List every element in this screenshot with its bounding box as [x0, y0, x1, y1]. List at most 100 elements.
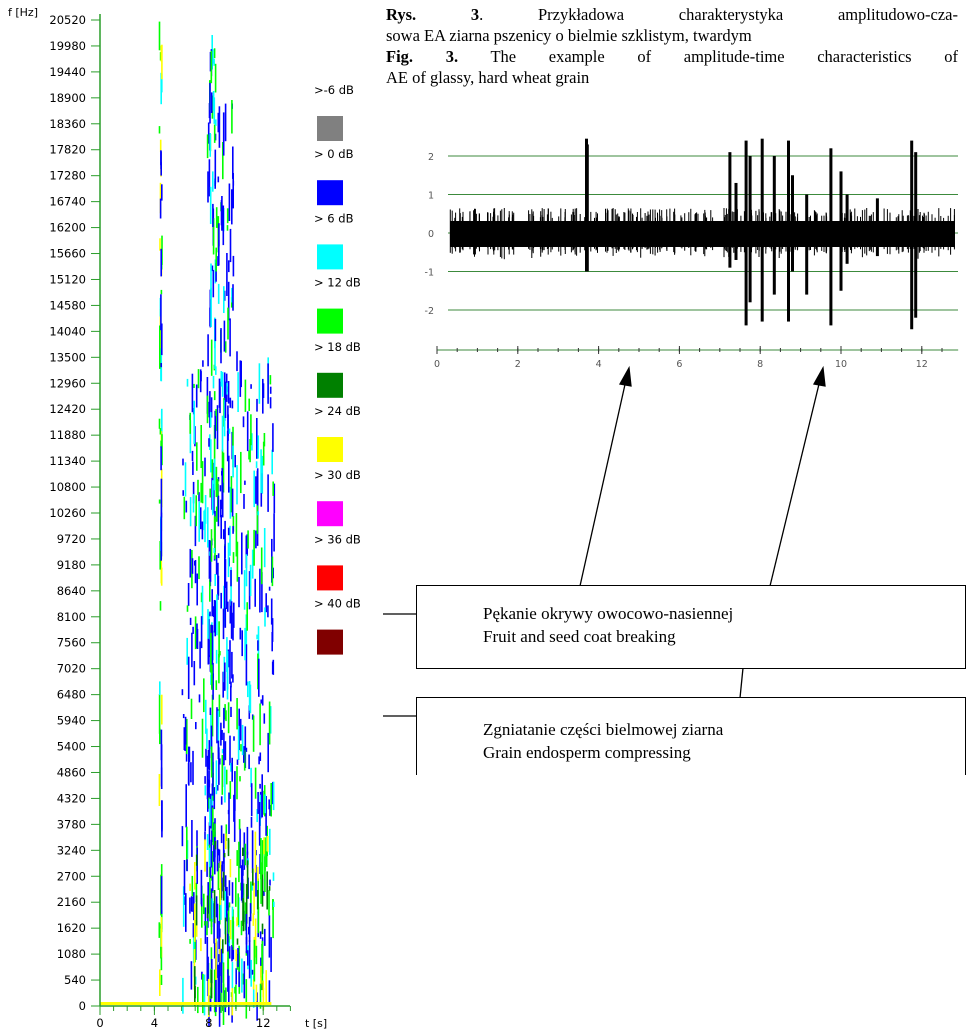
- y-tick-label: 19440: [49, 65, 86, 79]
- y-tick-label: 16200: [49, 221, 86, 235]
- spectrogram-streak: [247, 681, 249, 698]
- spectrogram-streak: [160, 151, 162, 169]
- spectrogram-streak: [244, 379, 247, 412]
- spectrogram-streak: [256, 398, 258, 412]
- spectrogram-streak: [214, 843, 216, 875]
- spectrogram-streak: [161, 323, 163, 355]
- spectrogram-streak: [261, 940, 264, 983]
- spectrogram-streak: [207, 122, 210, 144]
- spectrogram-streak: [229, 859, 232, 878]
- signal-spike: [734, 182, 738, 260]
- spectrogram-streak: [224, 520, 226, 559]
- callout-box: Pękanie okrywy owocowo-nasiennej Fruit a…: [416, 585, 966, 669]
- signal-spike: [805, 194, 809, 295]
- spectrogram-streak: [269, 386, 272, 394]
- spectrogram-streak: [222, 142, 224, 180]
- spectrogram-streak: [217, 112, 220, 133]
- spectrogram-streak: [210, 50, 213, 84]
- spectrogram-streak: [212, 830, 214, 846]
- spectrogram-streak: [158, 694, 161, 734]
- spectrogram-streak: [250, 767, 252, 788]
- spectrogram-streak: [222, 112, 225, 156]
- spectrogram-streak: [206, 728, 208, 750]
- spectrogram-streak: [248, 754, 250, 770]
- spectrogram-streak: [213, 890, 216, 924]
- spectrogram-streak: [211, 876, 214, 892]
- spectrogram-streak: [237, 372, 239, 412]
- spectrogram-streak: [190, 762, 192, 783]
- spectrogram-streak: [160, 518, 162, 561]
- spectrogram-streak: [222, 962, 225, 1002]
- spectrogram-streak: [192, 494, 195, 513]
- spectrogram-streak: [186, 859, 188, 872]
- x-tick-label: 6: [676, 359, 682, 370]
- spectrogram-streak: [181, 689, 184, 696]
- spectrogram-streak: [191, 896, 193, 912]
- spectrogram-streak: [243, 494, 245, 509]
- spectrogram-streak: [246, 602, 248, 631]
- callout-text: Fruit and seed coat breaking: [483, 627, 676, 646]
- spectrogram-streak: [200, 616, 203, 649]
- spectrogram-streak: [217, 562, 219, 600]
- x-tick-label: 2: [515, 359, 521, 370]
- spectrogram-streak: [194, 862, 196, 890]
- x-tick-label: 10: [835, 359, 847, 370]
- spectrogram-streak: [232, 173, 234, 209]
- spectrogram-streak: [272, 481, 274, 496]
- spectrogram-streak: [235, 984, 237, 1010]
- spectrogram-streak: [236, 917, 238, 927]
- caption-text: The example of amplitude-time characteri…: [458, 47, 958, 66]
- spectrogram-streak: [215, 938, 217, 980]
- spectrogram-streak: [195, 895, 198, 926]
- spectrogram-streak: [190, 698, 193, 719]
- spectrogram-streak: [218, 653, 220, 684]
- spectrogram-streak: [212, 662, 214, 679]
- spectrogram-streak: [161, 184, 163, 201]
- spectrogram-streak: [233, 736, 235, 741]
- spectrogram-streak: [231, 189, 233, 225]
- spectrogram-streak: [227, 896, 229, 911]
- spectrogram-streak: [160, 440, 162, 448]
- spectrogram-streak: [196, 573, 198, 606]
- spectrogram-streak: [215, 366, 217, 375]
- y-tick-label: 18900: [49, 91, 86, 105]
- spectrogram-streak: [220, 200, 223, 226]
- spectrogram-streak: [209, 611, 211, 617]
- spectrogram-streak: [210, 397, 213, 418]
- spectrogram-streak: [220, 592, 222, 609]
- spectrogram-streak: [220, 722, 222, 746]
- y-tick-label: 12420: [49, 402, 86, 416]
- spectrogram-streak: [224, 559, 227, 582]
- spectrogram-streak: [264, 856, 266, 892]
- spectrogram-streak: [231, 988, 234, 1016]
- spectrogram-streak: [189, 617, 192, 625]
- spectrogram-streak: [231, 400, 234, 409]
- spectrogram-streak: [215, 896, 218, 918]
- spectrogram-streak: [208, 159, 211, 197]
- spectrogram-streak: [250, 881, 252, 914]
- spectrogram-streak: [271, 661, 274, 675]
- spectrogram-streak: [189, 939, 191, 944]
- spectrogram-streak: [253, 470, 255, 508]
- spectrogram-streak: [226, 430, 229, 462]
- spectrogram-streak: [251, 549, 254, 579]
- signal-spike: [791, 175, 794, 272]
- spectrogram-streak: [267, 836, 269, 853]
- callout-text: Grain endosperm compressing: [483, 743, 691, 762]
- spectrogram-streak: [210, 839, 213, 868]
- spectrogram-streak: [220, 976, 222, 1013]
- spectrogram-streak: [262, 383, 265, 398]
- spectrogram-streak: [186, 826, 188, 871]
- legend-label: > 6 dB: [314, 211, 354, 225]
- spectrogram-streak: [240, 920, 243, 936]
- arrow-head: [812, 365, 826, 387]
- y-tick-label: 1: [428, 191, 434, 202]
- spectrogram-streak: [189, 548, 192, 578]
- spectrogram-streak: [210, 339, 213, 376]
- spectrogram-streak: [236, 850, 238, 866]
- spectrogram-streak: [238, 819, 241, 830]
- spectrogram-streak: [227, 957, 229, 970]
- spectrogram-streak: [216, 840, 219, 872]
- legend-label: > 12 dB: [314, 276, 361, 290]
